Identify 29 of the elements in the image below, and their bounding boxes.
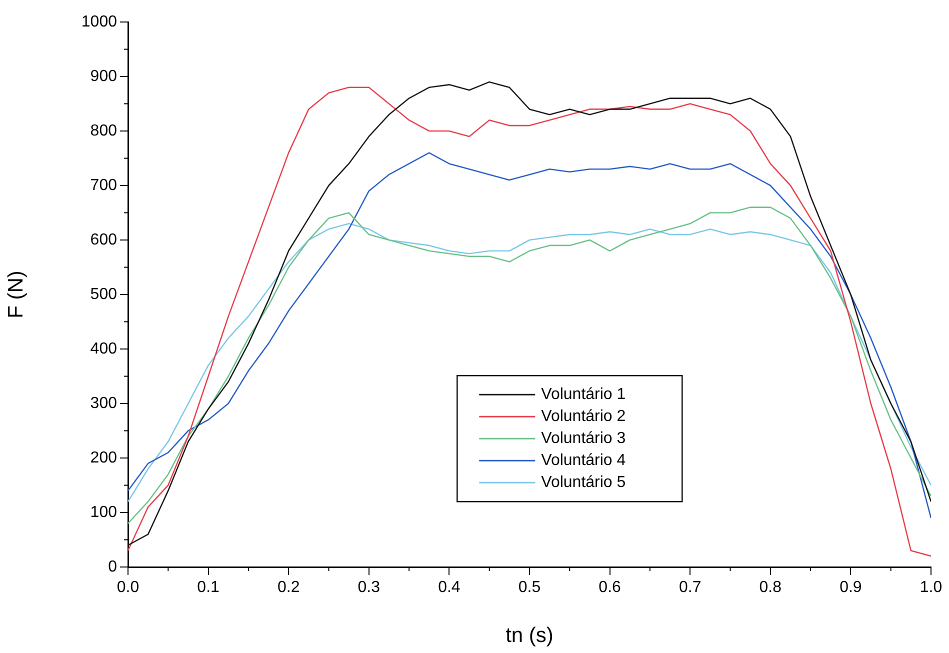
y-tick-label: 500 (90, 286, 118, 303)
legend-label: Voluntário 1 (541, 386, 626, 404)
y-tick-label: 700 (90, 176, 118, 194)
x-axis-title: tn (s) (506, 624, 554, 648)
legend-label: Voluntário 4 (541, 452, 626, 470)
x-tick-label: 0.8 (759, 579, 782, 596)
x-tick-label: 0.6 (598, 579, 622, 596)
y-tick-label: 200 (90, 449, 118, 466)
x-tick-label: 0.0 (116, 579, 140, 596)
y-tick-label: 0 (108, 558, 118, 576)
x-tick-label: 0.1 (197, 579, 220, 596)
x-tick-label: 1.0 (920, 579, 942, 596)
y-tick-label: 1000 (81, 13, 118, 30)
y-tick-label: 600 (90, 231, 118, 248)
x-tick-label: 0.5 (518, 579, 541, 596)
legend-label: Voluntário 3 (541, 430, 626, 448)
x-tick-label: 0.4 (438, 579, 460, 596)
y-tick-label: 900 (90, 68, 118, 85)
y-tick-label: 300 (90, 394, 118, 412)
legend-label: Voluntário 2 (541, 408, 626, 426)
y-tick-label: 800 (90, 122, 118, 140)
y-axis-title: F (N) (4, 270, 28, 318)
x-tick-label: 0.7 (678, 579, 702, 596)
legend-label: Voluntário 5 (541, 474, 626, 492)
x-tick-label: 0.2 (277, 579, 300, 596)
x-tick-label: 0.9 (840, 579, 862, 596)
x-tick-label: 0.3 (358, 579, 380, 596)
y-tick-label: 400 (90, 340, 118, 358)
y-tick-label: 100 (90, 504, 118, 521)
